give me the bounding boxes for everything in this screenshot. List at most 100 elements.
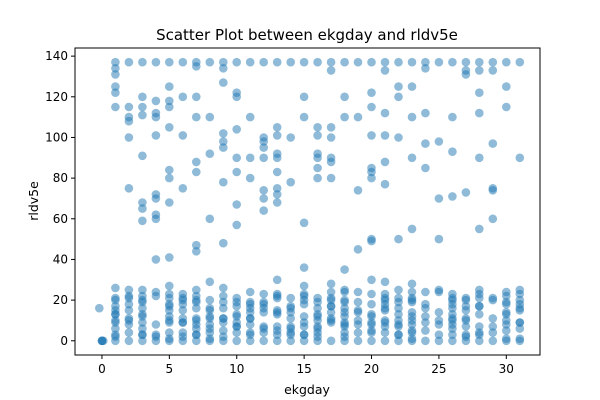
scatter-point xyxy=(340,328,349,337)
scatter-point xyxy=(367,336,376,346)
scatter-point xyxy=(313,303,322,313)
scatter-point xyxy=(272,275,282,285)
scatter-point xyxy=(232,125,241,134)
scatter-point xyxy=(326,336,336,346)
scatter-point xyxy=(232,92,241,102)
scatter-point xyxy=(124,291,134,301)
scatter-point xyxy=(138,330,147,340)
y-tick-label: 40 xyxy=(53,252,68,266)
scatter-point xyxy=(515,318,525,327)
scatter-point xyxy=(475,66,484,75)
scatter-point xyxy=(448,289,457,299)
scatter-point xyxy=(245,287,255,297)
scatter-point xyxy=(219,238,228,248)
scatter-point xyxy=(272,123,282,132)
scatter-point xyxy=(245,173,255,183)
x-tick-label: 0 xyxy=(98,362,106,376)
x-axis-label: ekgday xyxy=(284,382,330,397)
scatter-point xyxy=(245,297,255,307)
scatter-point xyxy=(461,330,471,340)
scatter-point xyxy=(380,66,390,75)
scatter-point xyxy=(272,322,282,331)
scatter-point xyxy=(421,163,430,173)
scatter-point xyxy=(488,328,498,337)
scatter-point xyxy=(475,322,484,331)
scatter-point xyxy=(434,194,444,203)
scatter-point xyxy=(286,57,296,67)
scatter-point xyxy=(205,149,215,158)
scatter-point xyxy=(232,200,241,209)
scatter-point xyxy=(178,289,188,299)
scatter-point xyxy=(138,110,147,120)
scatter-point xyxy=(299,312,309,321)
scatter-point xyxy=(394,133,403,142)
scatter-point xyxy=(448,192,457,201)
scatter-point xyxy=(367,57,376,67)
scatter-point xyxy=(488,66,498,75)
scatter-point xyxy=(245,153,255,163)
scatter-point xyxy=(313,163,322,173)
scatter-point xyxy=(138,57,147,67)
scatter-point xyxy=(380,57,390,67)
scatter-point xyxy=(192,336,201,346)
scatter-point xyxy=(461,66,471,75)
scatter-point xyxy=(326,133,336,142)
scatter-point xyxy=(111,70,120,79)
scatter-point xyxy=(502,102,511,112)
scatter-point xyxy=(515,295,525,305)
scatter-point xyxy=(394,234,403,244)
scatter-point xyxy=(434,285,444,295)
scatter-point xyxy=(259,153,269,163)
scatter-point xyxy=(353,336,363,346)
scatter-point xyxy=(165,312,174,321)
scatter-point xyxy=(111,283,120,293)
scatter-point xyxy=(151,57,161,67)
scatter-point xyxy=(326,308,336,317)
scatter-point xyxy=(488,314,498,323)
scatter-point xyxy=(299,281,309,291)
scatter-point xyxy=(232,153,241,163)
y-tick-label: 20 xyxy=(53,293,68,307)
y-tick-label: 100 xyxy=(45,130,68,144)
scatter-point xyxy=(488,214,498,224)
scatter-point xyxy=(219,64,228,73)
scatter-point xyxy=(502,308,511,317)
scatter-point xyxy=(515,285,525,295)
x-tick-label: 20 xyxy=(364,362,379,376)
scatter-point xyxy=(488,322,498,331)
scatter-point xyxy=(111,316,120,325)
scatter-point xyxy=(461,57,471,67)
scatter-point xyxy=(165,253,174,262)
scatter-point xyxy=(219,177,228,187)
scatter-point xyxy=(353,57,363,67)
scatter-point xyxy=(434,316,444,325)
scatter-point xyxy=(326,66,336,75)
scatter-point xyxy=(407,293,417,303)
scatter-point xyxy=(461,293,471,303)
scatter-point xyxy=(165,289,174,299)
scatter-point xyxy=(299,92,309,102)
scatter-point xyxy=(421,299,430,309)
scatter-point xyxy=(286,314,296,323)
scatter-point xyxy=(434,137,444,146)
scatter-point xyxy=(124,102,134,112)
scatter-point xyxy=(272,190,282,199)
scatter-point xyxy=(313,310,322,319)
scatter-point xyxy=(219,297,228,307)
scatter-point xyxy=(448,310,457,319)
scatter-point xyxy=(407,326,417,335)
scatter-point xyxy=(299,289,309,299)
scatter-point xyxy=(475,224,484,234)
y-tick-label: 80 xyxy=(53,171,68,185)
scatter-point xyxy=(299,330,309,340)
y-axis-label: rldv5e xyxy=(26,181,41,221)
scatter-point xyxy=(353,297,363,307)
scatter-point xyxy=(232,310,241,319)
scatter-point xyxy=(219,332,228,342)
scatter-point xyxy=(326,287,336,297)
plot-frame xyxy=(74,47,541,356)
scatter-point xyxy=(340,318,349,327)
scatter-point xyxy=(138,336,147,346)
scatter-point xyxy=(232,336,241,346)
scatter-point xyxy=(192,291,201,301)
